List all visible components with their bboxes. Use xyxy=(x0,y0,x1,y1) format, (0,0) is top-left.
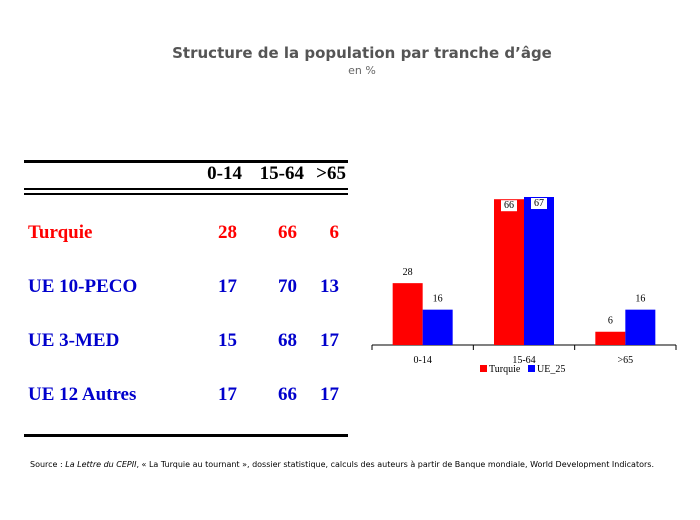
table-header-rule-2 xyxy=(24,193,348,195)
table-header-65: >65 xyxy=(316,163,346,184)
data-label: 6 xyxy=(608,316,613,327)
table-row-label: UE 12 Autres xyxy=(28,384,137,405)
bar-ue-25 xyxy=(524,197,554,345)
legend-swatch xyxy=(528,365,535,372)
legend-label: UE_25 xyxy=(537,364,565,375)
x-tick-label: 15-64 xyxy=(512,355,535,366)
source-prefix: Source : xyxy=(30,460,66,469)
table-cell: 6 xyxy=(329,222,340,243)
data-label: 67 xyxy=(534,198,544,209)
table-cell: 17 xyxy=(320,384,339,405)
source-details: , « La Turquie au tournant », dossier st… xyxy=(136,460,654,469)
data-label: 28 xyxy=(403,267,413,278)
data-label: 16 xyxy=(433,294,443,305)
table-cell: 66 xyxy=(278,384,297,405)
source-note: Source : La Lettre du CEPII, « La Turqui… xyxy=(30,460,690,469)
table-cell: 17 xyxy=(218,384,237,405)
bar-ue-25 xyxy=(625,309,656,345)
table-row-label: UE 3-MED xyxy=(28,330,120,351)
table-cell: 68 xyxy=(278,330,297,351)
table-cell: 17 xyxy=(218,276,237,297)
legend-label: Turquie xyxy=(489,364,521,375)
table-header-rule-1 xyxy=(24,188,348,190)
data-label-bg xyxy=(531,198,547,209)
table-cell: 17 xyxy=(320,330,339,351)
chart-subtitle: en % xyxy=(348,64,376,77)
bar-turquie xyxy=(595,331,626,345)
data-label-bg xyxy=(501,200,517,212)
legend-swatch xyxy=(480,365,487,372)
table-cell: 28 xyxy=(218,222,237,243)
chart-title: Structure de la population par tranche d… xyxy=(172,44,552,62)
bar-turquie xyxy=(494,199,524,345)
x-tick-label: >65 xyxy=(618,355,634,366)
data-label: 66 xyxy=(504,200,514,211)
source-publication: La Lettre du CEPII xyxy=(65,460,137,469)
bar-ue-25 xyxy=(422,309,453,345)
data-label: 16 xyxy=(635,294,645,305)
table-cell: 66 xyxy=(278,222,297,243)
bar-turquie xyxy=(392,283,423,345)
table-bottom-rule xyxy=(24,434,348,437)
table-header-0-14: 0-14 xyxy=(207,163,242,184)
table-row-label: UE 10-PECO xyxy=(28,276,138,297)
table-cell: 13 xyxy=(320,276,339,297)
table-cell: 70 xyxy=(278,276,297,297)
table-top-rule xyxy=(24,160,348,163)
table-row-label: Turquie xyxy=(28,222,93,243)
table-header-15-64: 15-64 xyxy=(259,163,304,184)
data-table: 0-14 15-64 >65 Turquie 28 66 6 UE 10-PECO 17 7… xyxy=(24,160,348,440)
x-tick-label: 0-14 xyxy=(413,355,431,366)
table-cell: 15 xyxy=(218,330,237,351)
